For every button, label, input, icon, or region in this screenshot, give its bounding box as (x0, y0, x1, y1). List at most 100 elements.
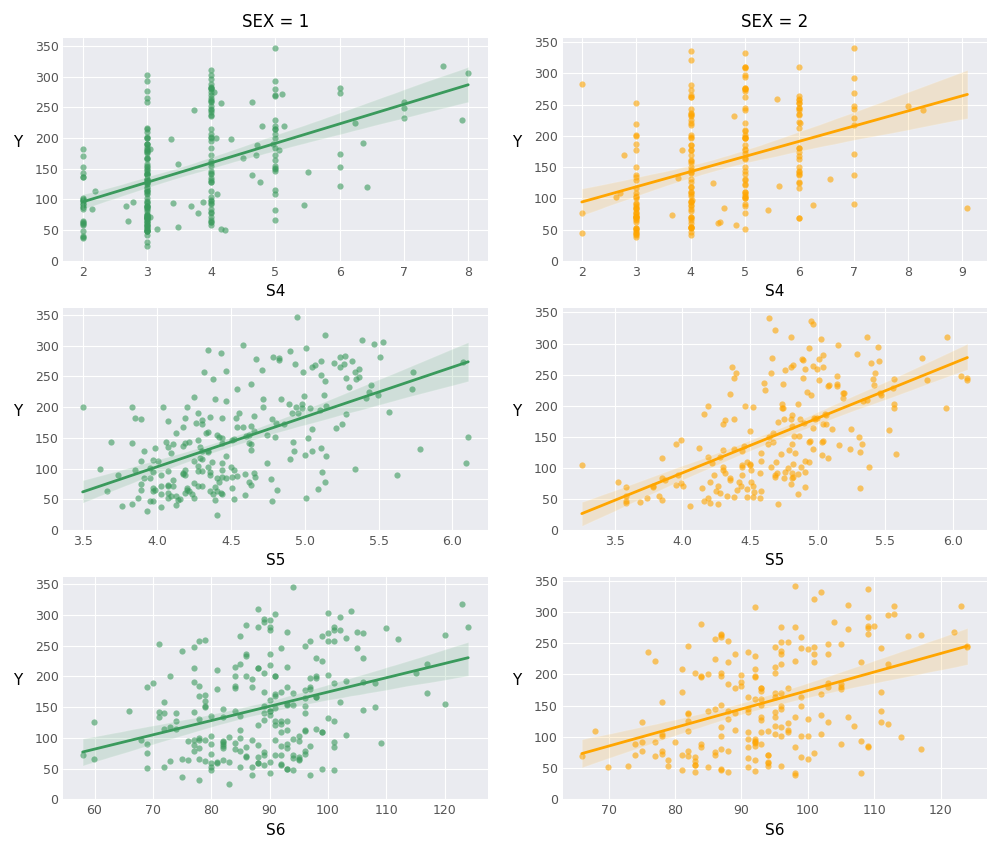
Point (343, 604, 359, 618)
Point (139, 212, 155, 226)
Point (194, 444, 210, 458)
Point (86, 716, 102, 729)
Point (314, 465, 330, 478)
Point (238, 648, 254, 661)
Point (300, 166, 316, 180)
Point (163, 447, 179, 460)
Point (204, 455, 220, 469)
Point (797, 465, 813, 478)
Point (153, 500, 169, 514)
Point (683, 102, 699, 116)
Point (757, 383, 773, 397)
Point (628, 213, 644, 226)
Point (227, 736, 243, 750)
Point (160, 477, 176, 491)
Point (704, 456, 720, 470)
Point (244, 761, 260, 774)
Point (124, 400, 140, 414)
Point (745, 479, 761, 493)
Point (680, 723, 696, 737)
Point (317, 374, 333, 388)
Point (683, 154, 699, 168)
Point (753, 446, 769, 460)
Point (165, 437, 181, 451)
Point (103, 436, 119, 449)
Point (139, 208, 155, 222)
Point (194, 414, 210, 427)
Point (803, 314, 819, 328)
Point (197, 699, 213, 712)
Point (800, 728, 816, 742)
Point (760, 437, 776, 450)
Point (826, 615, 842, 629)
Point (787, 740, 803, 754)
Point (651, 489, 667, 503)
Point (203, 82, 219, 95)
Point (244, 168, 260, 181)
Point (710, 497, 726, 511)
Point (618, 496, 634, 510)
Point (777, 363, 793, 377)
Point (767, 728, 783, 741)
Point (773, 635, 789, 648)
Point (683, 118, 699, 132)
Point (683, 220, 699, 233)
Point (706, 468, 722, 482)
Point (737, 60, 753, 74)
Point (348, 372, 364, 386)
Point (316, 388, 332, 402)
Point (203, 148, 219, 162)
Point (282, 344, 298, 357)
Point (160, 414, 176, 427)
Point (151, 705, 167, 719)
Point (262, 620, 278, 633)
Point (139, 225, 155, 238)
Point (262, 623, 278, 637)
Point (186, 491, 202, 505)
Point (683, 113, 699, 127)
Point (460, 66, 476, 80)
Point (811, 352, 827, 366)
Point (900, 100, 916, 113)
Point (800, 751, 816, 765)
Point (139, 69, 155, 83)
Point (249, 138, 265, 151)
Point (304, 422, 320, 436)
Point (114, 500, 130, 513)
Point (805, 198, 821, 212)
Point (628, 201, 644, 214)
Point (853, 655, 869, 669)
Point (203, 737, 219, 751)
Point (203, 95, 219, 109)
Point (820, 451, 836, 465)
Point (207, 493, 223, 506)
Point (787, 766, 803, 780)
Point (737, 197, 753, 211)
Point (780, 726, 796, 740)
Point (370, 388, 386, 402)
Point (437, 697, 453, 711)
Point (873, 704, 889, 717)
Point (774, 401, 790, 414)
Point (232, 709, 248, 722)
Point (835, 391, 851, 405)
Point (227, 704, 243, 717)
Point (618, 494, 634, 508)
Point (244, 95, 260, 109)
Point (846, 719, 862, 733)
Point (213, 487, 229, 500)
Point (946, 625, 962, 638)
Point (713, 763, 729, 777)
Point (608, 191, 624, 204)
Point (720, 712, 736, 726)
Point (162, 720, 178, 734)
Point (727, 647, 743, 660)
X-axis label: S4: S4 (266, 284, 285, 300)
Point (747, 740, 763, 753)
Point (737, 191, 753, 204)
Point (616, 148, 632, 162)
Point (866, 620, 882, 633)
Point (244, 680, 260, 694)
Point (775, 377, 791, 391)
Point (820, 379, 836, 392)
